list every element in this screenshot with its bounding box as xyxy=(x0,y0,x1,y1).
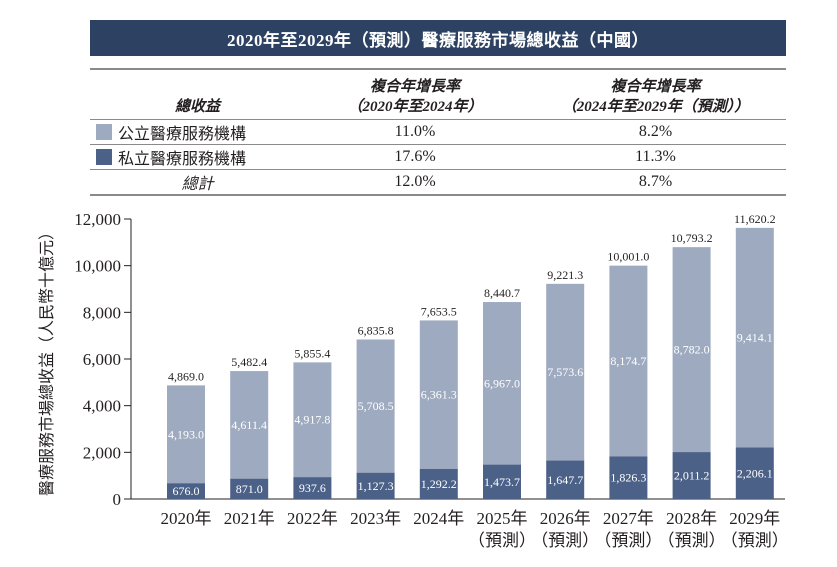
bar-segment-public xyxy=(672,247,711,453)
table-row: 私立醫療服務機構 17.6% 11.3% xyxy=(90,144,786,169)
data-label-total: 9,221.3 xyxy=(547,268,583,282)
bar-segment-private xyxy=(609,456,648,499)
data-label-public: 6,967.0 xyxy=(484,376,520,390)
data-label-public: 8,174.7 xyxy=(610,354,646,368)
x-tick-sublabel: （預測） xyxy=(468,531,536,550)
header-cagr-2020-2024: 複合年增長率 （2020年至2024年） xyxy=(305,69,525,119)
legend-swatch-public xyxy=(96,123,112,140)
bar-segment-private xyxy=(546,460,585,499)
data-label-public: 4,193.0 xyxy=(168,427,204,441)
data-label-total: 5,482.4 xyxy=(231,355,267,369)
total-label: 總計 xyxy=(181,175,214,193)
y-tick-label: 6,000 xyxy=(83,350,121,369)
bar-segment-public xyxy=(609,265,648,457)
data-label-private: 676.0 xyxy=(173,484,200,498)
data-label-public: 4,611.4 xyxy=(231,418,267,432)
x-tick-label: 2020年 xyxy=(161,509,212,528)
legend-label-private: 私立醫療服務機構 xyxy=(118,150,247,168)
data-label-private: 1,826.3 xyxy=(610,471,646,485)
header-cagr-2024-2029-line2: （2024年至2029年（預測）） xyxy=(561,98,750,115)
x-tick-sublabel: （預測） xyxy=(594,531,662,550)
header-cagr-2020-2024-line2: （2020年至2024年） xyxy=(347,98,483,115)
bar-segment-private xyxy=(356,472,395,499)
header-cagr-2024-2029-line1: 複合年增長率 xyxy=(610,78,701,95)
header-cagr-2020-2024-line1: 複合年增長率 xyxy=(369,78,460,95)
table-row: 公立醫療服務機構 11.0% 8.2% xyxy=(90,119,786,144)
data-label-total: 6,835.8 xyxy=(358,323,394,337)
bar-segment-private xyxy=(672,452,711,499)
data-label-public: 5,708.5 xyxy=(358,399,394,413)
x-tick-label: 2024年 xyxy=(413,509,464,528)
bar-segment-private xyxy=(419,468,458,499)
x-tick-label: 2025年 xyxy=(477,509,528,528)
data-label-total: 11,620.2 xyxy=(734,212,776,226)
data-label-public: 9,414.1 xyxy=(737,331,773,345)
table-row: 總計 12.0% 8.7% xyxy=(90,169,786,195)
y-tick-label: 2,000 xyxy=(83,443,121,462)
x-tick-label: 2026年 xyxy=(540,509,591,528)
header-cagr-2024-2029: 複合年增長率 （2024年至2029年（預測）） xyxy=(525,69,786,119)
cagr-header-row: 總收益 複合年增長率 （2020年至2024年） 複合年增長率 （2024年至2… xyxy=(90,69,786,119)
bar-segment-public xyxy=(546,283,585,461)
header-total-revenue: 總收益 xyxy=(174,98,220,115)
data-label-private: 2,206.1 xyxy=(737,466,773,480)
data-label-public: 6,361.3 xyxy=(421,388,457,402)
bar-segment-private xyxy=(483,464,521,499)
cagr-value: 8.7% xyxy=(638,172,673,190)
data-label-private: 937.6 xyxy=(299,481,326,495)
data-label-private: 1,647.7 xyxy=(547,473,583,487)
legend-swatch-private xyxy=(96,148,112,165)
y-axis-label: 醫療服務市場總收益（人民幣十億元） xyxy=(38,224,56,496)
cagr-value: 11.0% xyxy=(394,122,436,140)
data-label-total: 10,001.0 xyxy=(607,250,649,264)
x-tick-label: 2027年 xyxy=(603,509,654,528)
x-tick-label: 2029年 xyxy=(729,509,780,528)
data-label-private: 2,011.2 xyxy=(674,469,710,483)
bar-segment-private xyxy=(735,447,774,499)
x-tick-label: 2021年 xyxy=(224,509,275,528)
chart-title: 2020年至2029年（預測）醫療服務市場總收益（中國） xyxy=(90,20,786,56)
data-label-private: 871.0 xyxy=(236,482,263,496)
data-label-total: 5,855.4 xyxy=(294,346,330,360)
data-label-private: 1,292.2 xyxy=(421,477,457,491)
x-tick-label: 2028年 xyxy=(666,509,717,528)
x-tick-label: 2023年 xyxy=(350,509,401,528)
data-label-public: 8,782.0 xyxy=(674,343,710,357)
data-label-total: 8,440.7 xyxy=(484,286,520,300)
x-tick-label: 2022年 xyxy=(287,509,338,528)
y-tick-label: 4,000 xyxy=(83,397,121,416)
cagr-value: 17.6% xyxy=(394,147,436,165)
y-tick-label: 0 xyxy=(113,490,122,509)
y-tick-label: 8,000 xyxy=(83,303,121,322)
bar-segment-private xyxy=(293,477,332,499)
bar-segment-public xyxy=(735,227,774,448)
x-tick-sublabel: （預測） xyxy=(658,531,726,550)
bar-segment-public xyxy=(419,320,458,469)
legend-label-public: 公立醫療服務機構 xyxy=(118,125,247,143)
bar-segment-public xyxy=(356,339,395,473)
x-tick-sublabel: （預測） xyxy=(721,531,789,550)
cagr-table: 總收益 複合年增長率 （2020年至2024年） 複合年增長率 （2024年至2… xyxy=(90,68,786,196)
y-tick-label: 10,000 xyxy=(74,257,121,276)
data-label-public: 4,917.8 xyxy=(294,413,330,427)
bar-segment-private xyxy=(230,478,269,499)
cagr-value: 12.0% xyxy=(394,172,436,190)
data-label-total: 7,653.5 xyxy=(421,304,457,318)
data-label-total: 4,869.0 xyxy=(168,369,204,383)
x-tick-sublabel: （預測） xyxy=(531,531,599,550)
cagr-value: 8.2% xyxy=(638,122,673,140)
cagr-value: 11.3% xyxy=(635,147,676,165)
data-label-total: 10,793.2 xyxy=(671,231,713,245)
bar-segment-public xyxy=(167,385,205,484)
data-label-private: 1,127.3 xyxy=(358,479,394,493)
y-tick-label: 12,000 xyxy=(74,210,121,229)
bar-segment-public xyxy=(293,362,332,478)
bar-segment-public xyxy=(483,302,521,465)
data-label-private: 1,473.7 xyxy=(484,475,520,489)
data-label-public: 7,573.6 xyxy=(547,365,583,379)
bar-segment-private xyxy=(167,483,205,499)
bar-segment-public xyxy=(230,371,269,479)
